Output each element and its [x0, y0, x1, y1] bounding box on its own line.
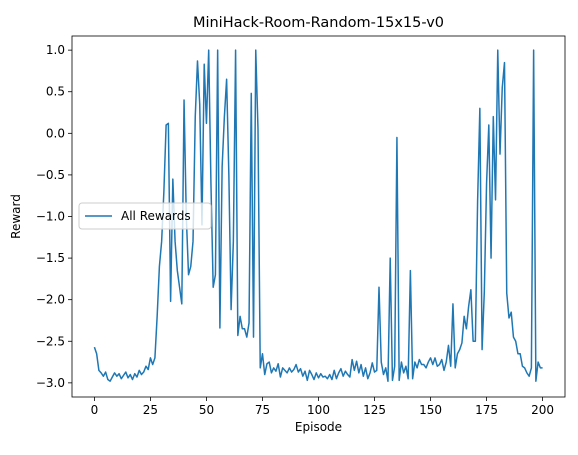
x-tick-label: 0 — [91, 403, 99, 417]
y-tick-label: 0.0 — [46, 126, 65, 140]
x-tick-label: 25 — [143, 403, 158, 417]
x-axis-ticks: 0 25 50 75 100 125 150 175 200 — [91, 397, 554, 417]
x-tick-label: 125 — [363, 403, 386, 417]
x-tick-label: 200 — [531, 403, 554, 417]
x-tick-label: 50 — [199, 403, 214, 417]
y-axis-label: Reward — [9, 194, 23, 239]
y-tick-label: −1.0 — [36, 210, 65, 224]
legend-label: All Rewards — [121, 209, 191, 223]
plot-frame — [71, 35, 566, 398]
y-tick-label: −3.0 — [36, 376, 65, 390]
legend-box — [78, 202, 212, 230]
plot-data — [93, 49, 543, 382]
y-tick-label: 0.5 — [46, 85, 65, 99]
y-tick-label: −0.5 — [36, 168, 65, 182]
y-tick-label: −2.5 — [36, 334, 65, 348]
x-tick-label: 75 — [255, 403, 270, 417]
y-axis-ticks: −3.0 −2.5 −2.0 −1.5 −1.0 −0.5 0.0 0.5 1.0 — [36, 43, 72, 390]
x-tick-label: 100 — [307, 403, 330, 417]
chart-title: MiniHack-Room-Random-15x15-v0 — [193, 15, 444, 31]
x-tick-label: 150 — [419, 403, 442, 417]
x-tick-label: 175 — [475, 403, 498, 417]
x-axis-label: Episode — [295, 420, 342, 434]
y-tick-label: −2.0 — [36, 293, 65, 307]
y-tick-label: 1.0 — [46, 43, 65, 57]
series-line — [93, 49, 543, 382]
legend: All Rewards — [78, 202, 212, 230]
y-tick-label: −1.5 — [36, 251, 65, 265]
